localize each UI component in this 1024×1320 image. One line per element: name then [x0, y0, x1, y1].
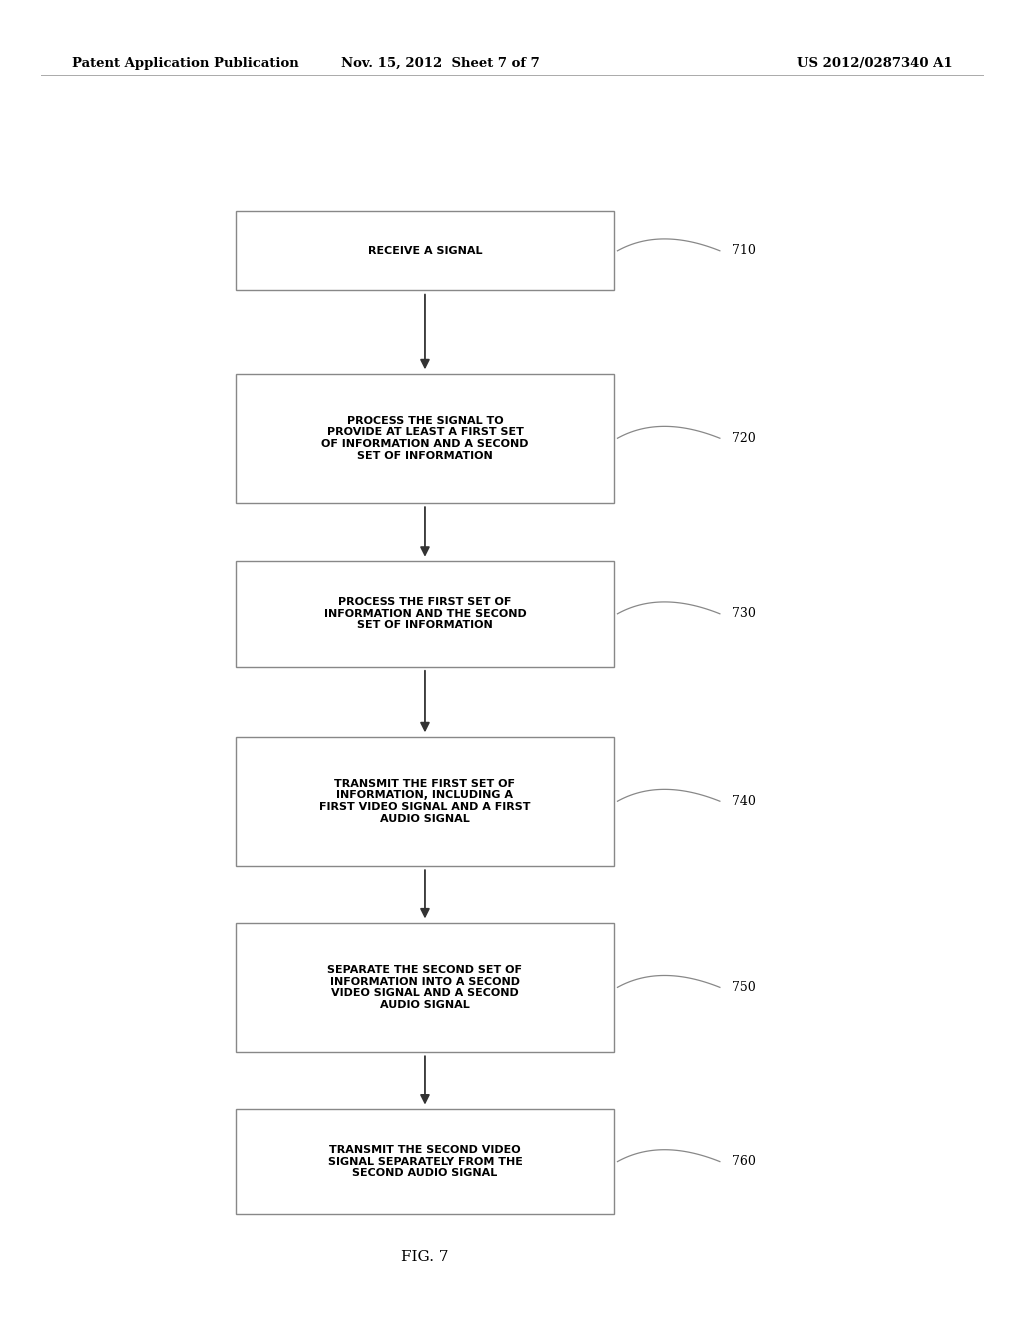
Text: TRANSMIT THE FIRST SET OF
INFORMATION, INCLUDING A
FIRST VIDEO SIGNAL AND A FIRS: TRANSMIT THE FIRST SET OF INFORMATION, I… [319, 779, 530, 824]
Bar [236, 561, 614, 667]
Text: Patent Application Publication: Patent Application Publication [72, 57, 298, 70]
Text: PROCESS THE SIGNAL TO
PROVIDE AT LEAST A FIRST SET
OF INFORMATION AND A SECOND
S: PROCESS THE SIGNAL TO PROVIDE AT LEAST A… [322, 416, 528, 461]
Bar [236, 211, 614, 290]
Text: Nov. 15, 2012  Sheet 7 of 7: Nov. 15, 2012 Sheet 7 of 7 [341, 57, 540, 70]
Bar [236, 374, 614, 503]
Text: 710: 710 [732, 244, 756, 257]
Text: FIG. 7: FIG. 7 [401, 1250, 449, 1263]
Text: 760: 760 [732, 1155, 756, 1168]
Bar [236, 923, 614, 1052]
Text: PROCESS THE FIRST SET OF
INFORMATION AND THE SECOND
SET OF INFORMATION: PROCESS THE FIRST SET OF INFORMATION AND… [324, 597, 526, 631]
Text: 720: 720 [732, 432, 756, 445]
Text: RECEIVE A SIGNAL: RECEIVE A SIGNAL [368, 246, 482, 256]
Text: 750: 750 [732, 981, 756, 994]
Text: SEPARATE THE SECOND SET OF
INFORMATION INTO A SECOND
VIDEO SIGNAL AND A SECOND
A: SEPARATE THE SECOND SET OF INFORMATION I… [328, 965, 522, 1010]
Text: TRANSMIT THE SECOND VIDEO
SIGNAL SEPARATELY FROM THE
SECOND AUDIO SIGNAL: TRANSMIT THE SECOND VIDEO SIGNAL SEPARAT… [328, 1144, 522, 1179]
Text: US 2012/0287340 A1: US 2012/0287340 A1 [797, 57, 952, 70]
Bar [236, 1109, 614, 1214]
Bar [236, 737, 614, 866]
Text: 740: 740 [732, 795, 756, 808]
Text: 730: 730 [732, 607, 756, 620]
